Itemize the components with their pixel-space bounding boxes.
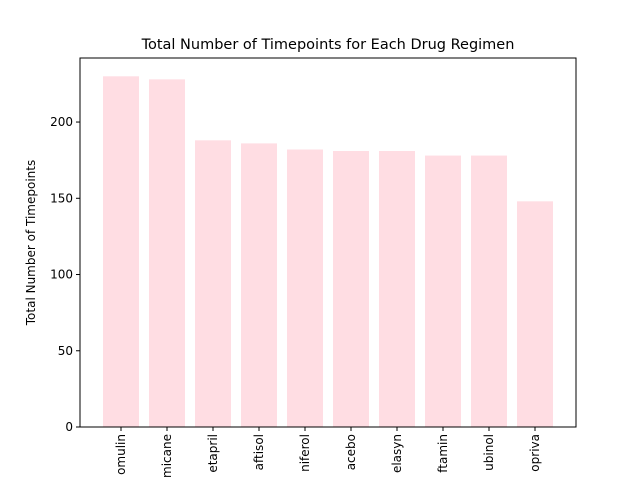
y-axis-label: Total Number of Timepoints bbox=[24, 160, 38, 326]
bar-ketapril bbox=[195, 140, 231, 427]
x-tick-label: ubinol bbox=[482, 434, 496, 471]
bar-zoniferol bbox=[287, 149, 323, 427]
plot-frame bbox=[79, 57, 577, 428]
x-tick-label: elasyn bbox=[390, 434, 404, 473]
bar-infubinol bbox=[425, 155, 461, 427]
x-tick-label: niferol bbox=[298, 434, 312, 472]
y-tick-label: 150 bbox=[50, 191, 73, 205]
x-tick-label: aftisol bbox=[252, 434, 266, 470]
bar-naftisol bbox=[241, 143, 277, 427]
bar-placebo bbox=[333, 151, 369, 427]
bars-group bbox=[103, 76, 553, 428]
bar-propriva bbox=[517, 201, 553, 427]
y-tick-label: 200 bbox=[50, 115, 73, 129]
x-tick-label: micane bbox=[160, 434, 174, 478]
x-tick-label: acebo bbox=[344, 434, 358, 470]
x-tick-label: opriva bbox=[528, 434, 542, 472]
y-tick-label: 0 bbox=[65, 420, 73, 434]
bar-ramicane bbox=[149, 79, 185, 427]
bar-capomulin bbox=[103, 76, 139, 428]
y-tick-label: 100 bbox=[50, 268, 73, 282]
x-tick-label: ftamin bbox=[436, 434, 450, 473]
x-tick-label: omulin bbox=[114, 434, 128, 475]
chart-title: Total Number of Timepoints for Each Drug… bbox=[141, 37, 515, 53]
bar-stelasyn bbox=[379, 151, 415, 427]
y-axis-ticks: 0 50 100 150 200 bbox=[50, 115, 80, 434]
bar-ceftamin bbox=[471, 155, 507, 427]
x-axis-ticks: omulin micane etapril aftisol niferol acebo el… bbox=[114, 427, 542, 478]
x-tick-label: etapril bbox=[206, 434, 220, 473]
y-tick-label: 50 bbox=[58, 344, 73, 358]
